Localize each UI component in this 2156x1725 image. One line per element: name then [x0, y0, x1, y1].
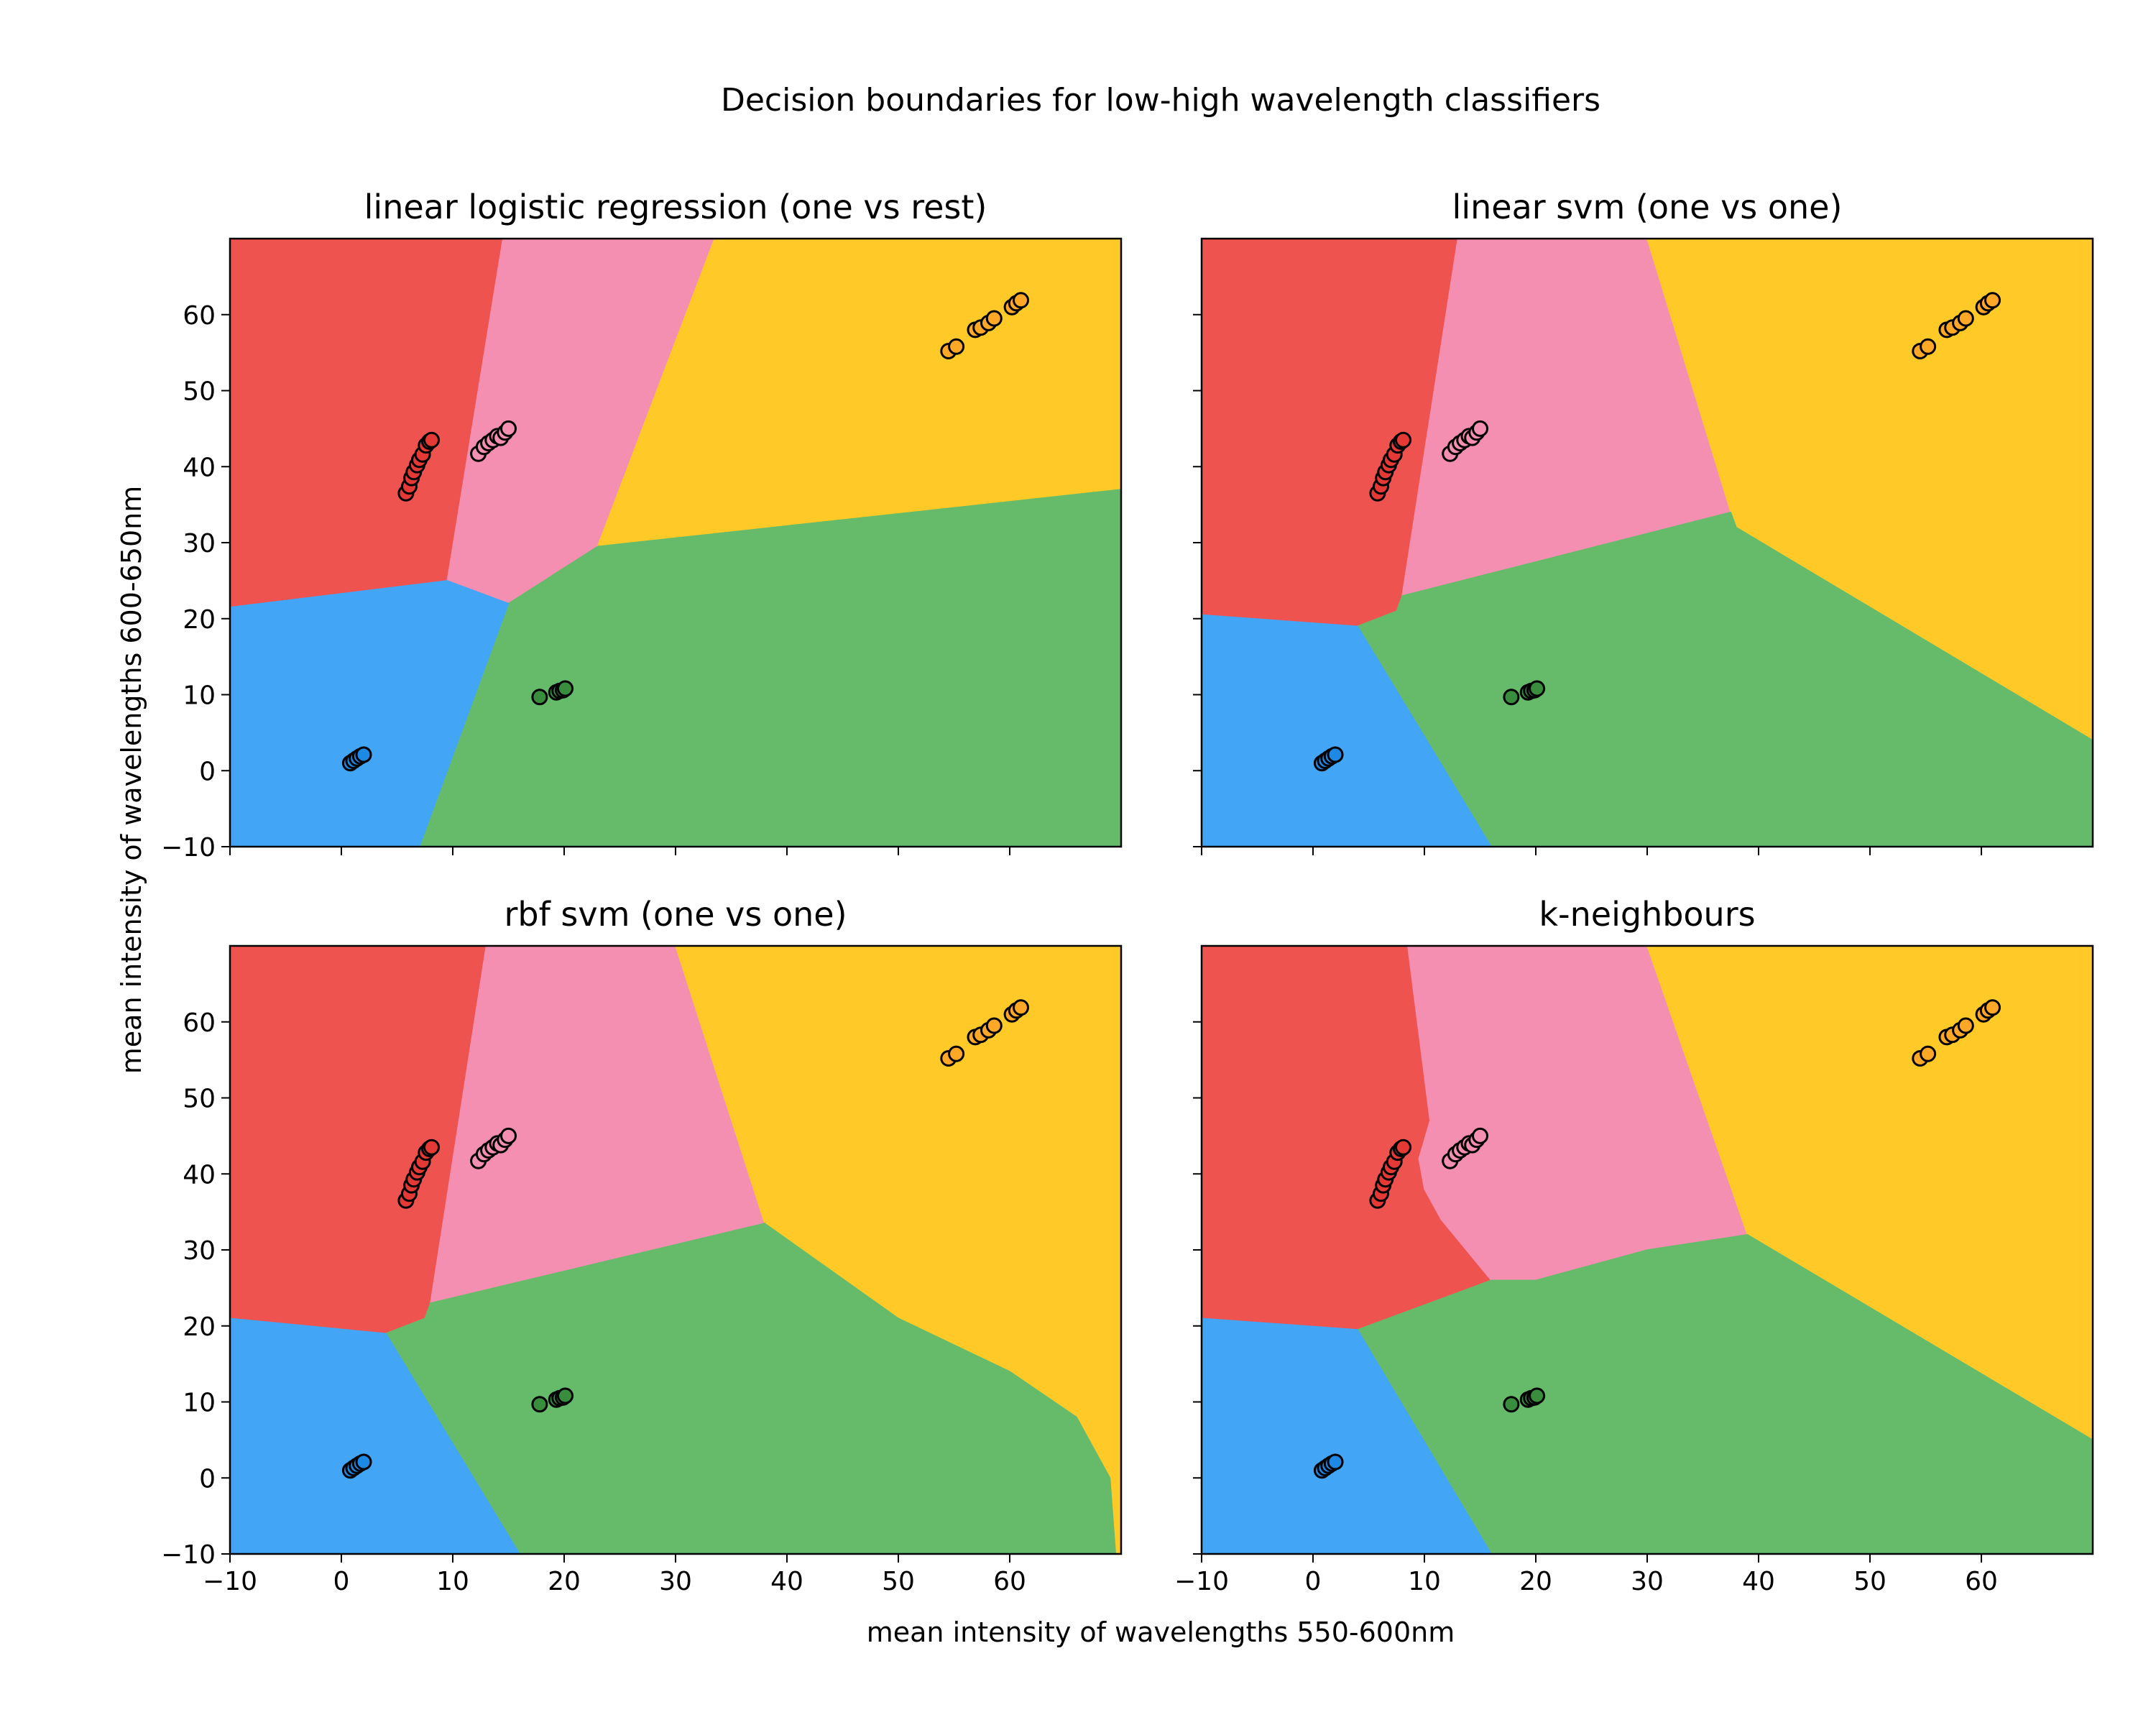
decision-regions [1202, 239, 2093, 847]
y-tick-label: 60 [183, 1008, 216, 1038]
y-tick-label: 30 [183, 529, 216, 558]
subplot-panels: −10 0 10 20 30 40 50 60 linear logistic regressi… [161, 188, 2094, 1596]
x-tick-label: 20 [548, 1567, 581, 1596]
y-tick-label: 50 [183, 1085, 216, 1114]
figure-xlabel: mean intensity of wavelengths 550-600nm [867, 1616, 1455, 1648]
figure-suptitle: Decision boundaries for low-high wavelen… [721, 82, 1600, 119]
point-yellow [1957, 310, 1974, 327]
region-yellow [1646, 946, 2093, 1441]
y-tick-label: 10 [183, 1389, 216, 1418]
x-tick-label: 40 [1742, 1567, 1775, 1596]
x-tick-label: −10 [1174, 1567, 1229, 1596]
y-tick-label: 40 [183, 453, 216, 482]
point-green [531, 1396, 548, 1413]
point-green [1503, 1396, 1520, 1413]
subplot-title: linear svm (one vs one) [1452, 188, 1843, 226]
region-blue [1202, 1317, 1492, 1554]
y-tick-label: 10 [183, 681, 216, 711]
subplot-1: −10 0 10 20 30 40 50 60 linear logistic regressi… [161, 188, 1123, 862]
point-yellow [985, 310, 1003, 327]
subplot-4: −10 0 10 20 30 40 50 60 k-neighbours [1174, 895, 2094, 1596]
y-tick-label: 20 [183, 605, 216, 635]
point-yellow [1013, 999, 1029, 1016]
point-yellow [948, 338, 965, 355]
point-yellow [985, 1017, 1003, 1034]
region-blue [230, 580, 510, 847]
point-pink [1472, 1127, 1488, 1144]
x-tick-label: 60 [1965, 1567, 1998, 1596]
region-green [1356, 1234, 2093, 1554]
point-green [557, 1387, 573, 1404]
region-blue [1202, 614, 1492, 847]
point-red [1395, 431, 1411, 448]
data-points [1313, 292, 2001, 772]
subplot-title: k-neighbours [1539, 895, 1755, 934]
decision-regions [1202, 946, 2093, 1554]
point-pink [500, 1127, 517, 1144]
y-tick-label: −10 [161, 833, 216, 862]
y-tick-label: 30 [183, 1236, 216, 1266]
point-yellow [948, 1045, 965, 1062]
point-green [1529, 1387, 1546, 1404]
point-yellow [1957, 1017, 1974, 1034]
y-tick-label: 0 [199, 757, 216, 786]
x-tick-label: 20 [1519, 1567, 1552, 1596]
subplot-title: linear logistic regression (one vs rest) [364, 188, 987, 226]
subplot-title: rbf svm (one vs one) [504, 895, 847, 934]
y-tick-label: 40 [183, 1160, 216, 1190]
point-red [423, 431, 440, 448]
point-yellow [1984, 292, 2001, 309]
point-green [557, 680, 573, 697]
y-tick-label: 60 [183, 301, 216, 331]
y-tick-label: −10 [161, 1540, 216, 1570]
point-pink [500, 420, 517, 437]
point-yellow [1013, 292, 1029, 309]
point-green [1503, 689, 1520, 706]
x-tick-label: 0 [333, 1567, 350, 1596]
point-blue [355, 746, 372, 763]
point-yellow [1984, 999, 2001, 1016]
y-tick-label: 50 [183, 377, 216, 407]
decision-regions [230, 946, 1121, 1554]
figure-ylabel: mean intensity of wavelengths 600-650nm [116, 486, 147, 1074]
y-tick-label: 0 [199, 1464, 216, 1494]
x-tick-label: 30 [1631, 1567, 1664, 1596]
data-points [341, 999, 1029, 1479]
decision-regions [230, 239, 1121, 847]
point-pink [1472, 420, 1488, 437]
y-tick-label: 20 [183, 1312, 216, 1342]
x-tick-label: 0 [1305, 1567, 1322, 1596]
point-blue [1327, 1453, 1344, 1471]
x-tick-label: 40 [770, 1567, 803, 1596]
point-red [423, 1138, 440, 1156]
point-green [531, 689, 548, 706]
subplot-3: −10 0 10 20 30 40 50 60 −10 0 10 20 30 40 50 60 rbf svm … [161, 895, 1123, 1596]
point-blue [1327, 746, 1344, 763]
x-tick-label: 10 [436, 1567, 469, 1596]
point-yellow [1920, 1045, 1937, 1062]
data-points [1313, 999, 2001, 1479]
x-tick-label: 50 [1853, 1567, 1886, 1596]
x-tick-label: 10 [1408, 1567, 1441, 1596]
data-points [341, 292, 1029, 772]
point-red [1395, 1138, 1411, 1156]
x-tick-label: 60 [993, 1567, 1026, 1596]
subplot-2: linear svm (one vs one) [1193, 188, 2094, 855]
region-blue [230, 1317, 520, 1554]
point-green [1529, 680, 1546, 697]
point-blue [355, 1453, 372, 1471]
x-tick-label: 30 [659, 1567, 692, 1596]
x-tick-label: −10 [203, 1567, 257, 1596]
region-green [418, 489, 1121, 847]
x-tick-label: 50 [882, 1567, 915, 1596]
point-yellow [1920, 338, 1937, 355]
